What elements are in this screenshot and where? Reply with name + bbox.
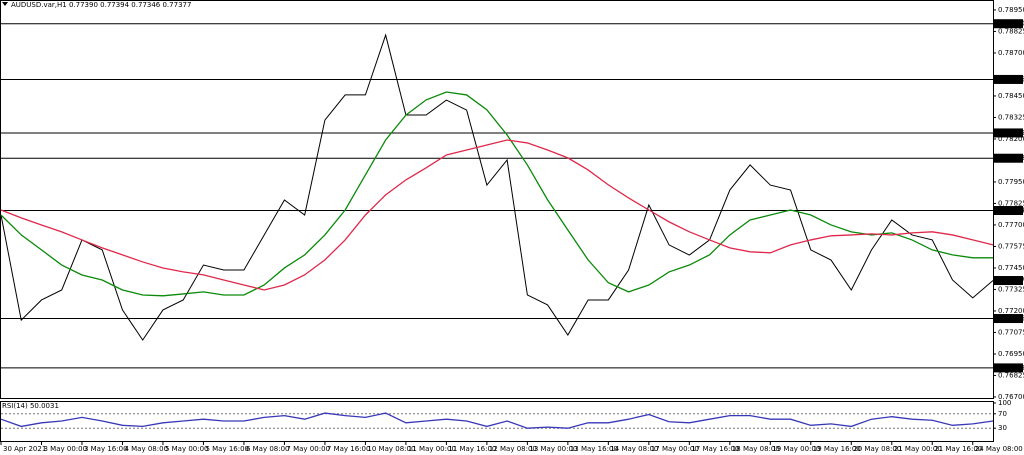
x-tick-label: 24 May 08:00	[975, 445, 1023, 453]
level-label: 0.76869	[996, 364, 1024, 372]
y-tick-label: 70	[998, 410, 1007, 418]
x-tick-label: 7 May 00:00	[286, 445, 330, 453]
x-tick-label: 13 May 00:00	[529, 445, 577, 453]
x-tick-label: 21 May 16:00	[934, 445, 982, 453]
x-tick-label: 11 May 00:00	[408, 445, 456, 453]
x-tick-label: 4 May 08:00	[124, 445, 168, 453]
x-tick-label: 21 May 00:00	[894, 445, 942, 453]
y-tick-label: 30	[998, 424, 1007, 432]
level-label-box	[994, 128, 1023, 138]
level-label-box	[994, 153, 1023, 163]
x-tick-label: 5 May 16:00	[205, 445, 249, 453]
y-tick-label: 0.78325	[998, 113, 1024, 121]
y-tick-label: 0.78825	[998, 27, 1024, 35]
x-tick-label: 5 May 00:00	[165, 445, 209, 453]
level-label: 0.77784	[996, 207, 1024, 215]
x-tick-label: 19 May 16:00	[813, 445, 861, 453]
y-tick-label: 100	[998, 399, 1011, 407]
level-label: 0.78546	[996, 75, 1024, 83]
rsi-title: RSI(14) 50.0031	[2, 402, 59, 410]
y-tick-label: 0.77075	[998, 328, 1024, 336]
series-line	[0, 139, 994, 291]
series-line	[0, 33, 994, 341]
x-tick-label: 17 May 00:00	[651, 445, 699, 453]
last-price-label: 0.77377	[996, 277, 1024, 285]
x-tick-label: 10 May 08:00	[367, 445, 415, 453]
level-label: 0.77156	[996, 315, 1024, 323]
level-label-box	[994, 74, 1023, 84]
x-tick-label: 12 May 08:00	[489, 445, 537, 453]
series-line	[0, 91, 993, 297]
chart-title: AUDUSD.var,H1 0.77390 0.77394 0.77346 0.…	[11, 1, 191, 9]
x-tick-label: 30 Apr 2021	[3, 445, 46, 453]
level-label-box	[994, 314, 1023, 324]
y-tick-label: 0.76825	[998, 371, 1024, 379]
last-price-box	[994, 276, 1023, 286]
y-tick-label: 0.77325	[998, 285, 1024, 293]
level-label-box	[994, 363, 1023, 373]
menu-arrow[interactable]	[2, 2, 8, 6]
x-tick-label: 20 May 08:00	[853, 445, 901, 453]
level-label: 0.78235	[996, 129, 1024, 137]
x-tick-label: 19 May 00:00	[772, 445, 820, 453]
rsi-panel-frame	[0, 401, 994, 442]
x-tick-label: 11 May 16:00	[448, 445, 496, 453]
x-tick-label: 17 May 16:00	[691, 445, 739, 453]
x-tick-label: 7 May 16:00	[327, 445, 371, 453]
y-tick-label: 0.77575	[998, 242, 1024, 250]
x-tick-label: 18 May 08:00	[732, 445, 780, 453]
level-label: 0.78870	[996, 20, 1024, 28]
level-label: 0.78088	[996, 154, 1024, 162]
y-tick-label: 0.77825	[998, 199, 1024, 207]
level-label-box	[994, 19, 1023, 29]
x-tick-label: 13 May 16:00	[570, 445, 618, 453]
series-line	[0, 412, 994, 429]
x-tick-label: 3 May 00:00	[43, 445, 87, 453]
level-label-box	[994, 206, 1023, 216]
x-tick-label: 14 May 08:00	[610, 445, 658, 453]
price-panel-frame	[0, 0, 994, 399]
x-tick-label: 6 May 08:00	[246, 445, 290, 453]
x-tick-label: 3 May 16:00	[84, 445, 128, 453]
